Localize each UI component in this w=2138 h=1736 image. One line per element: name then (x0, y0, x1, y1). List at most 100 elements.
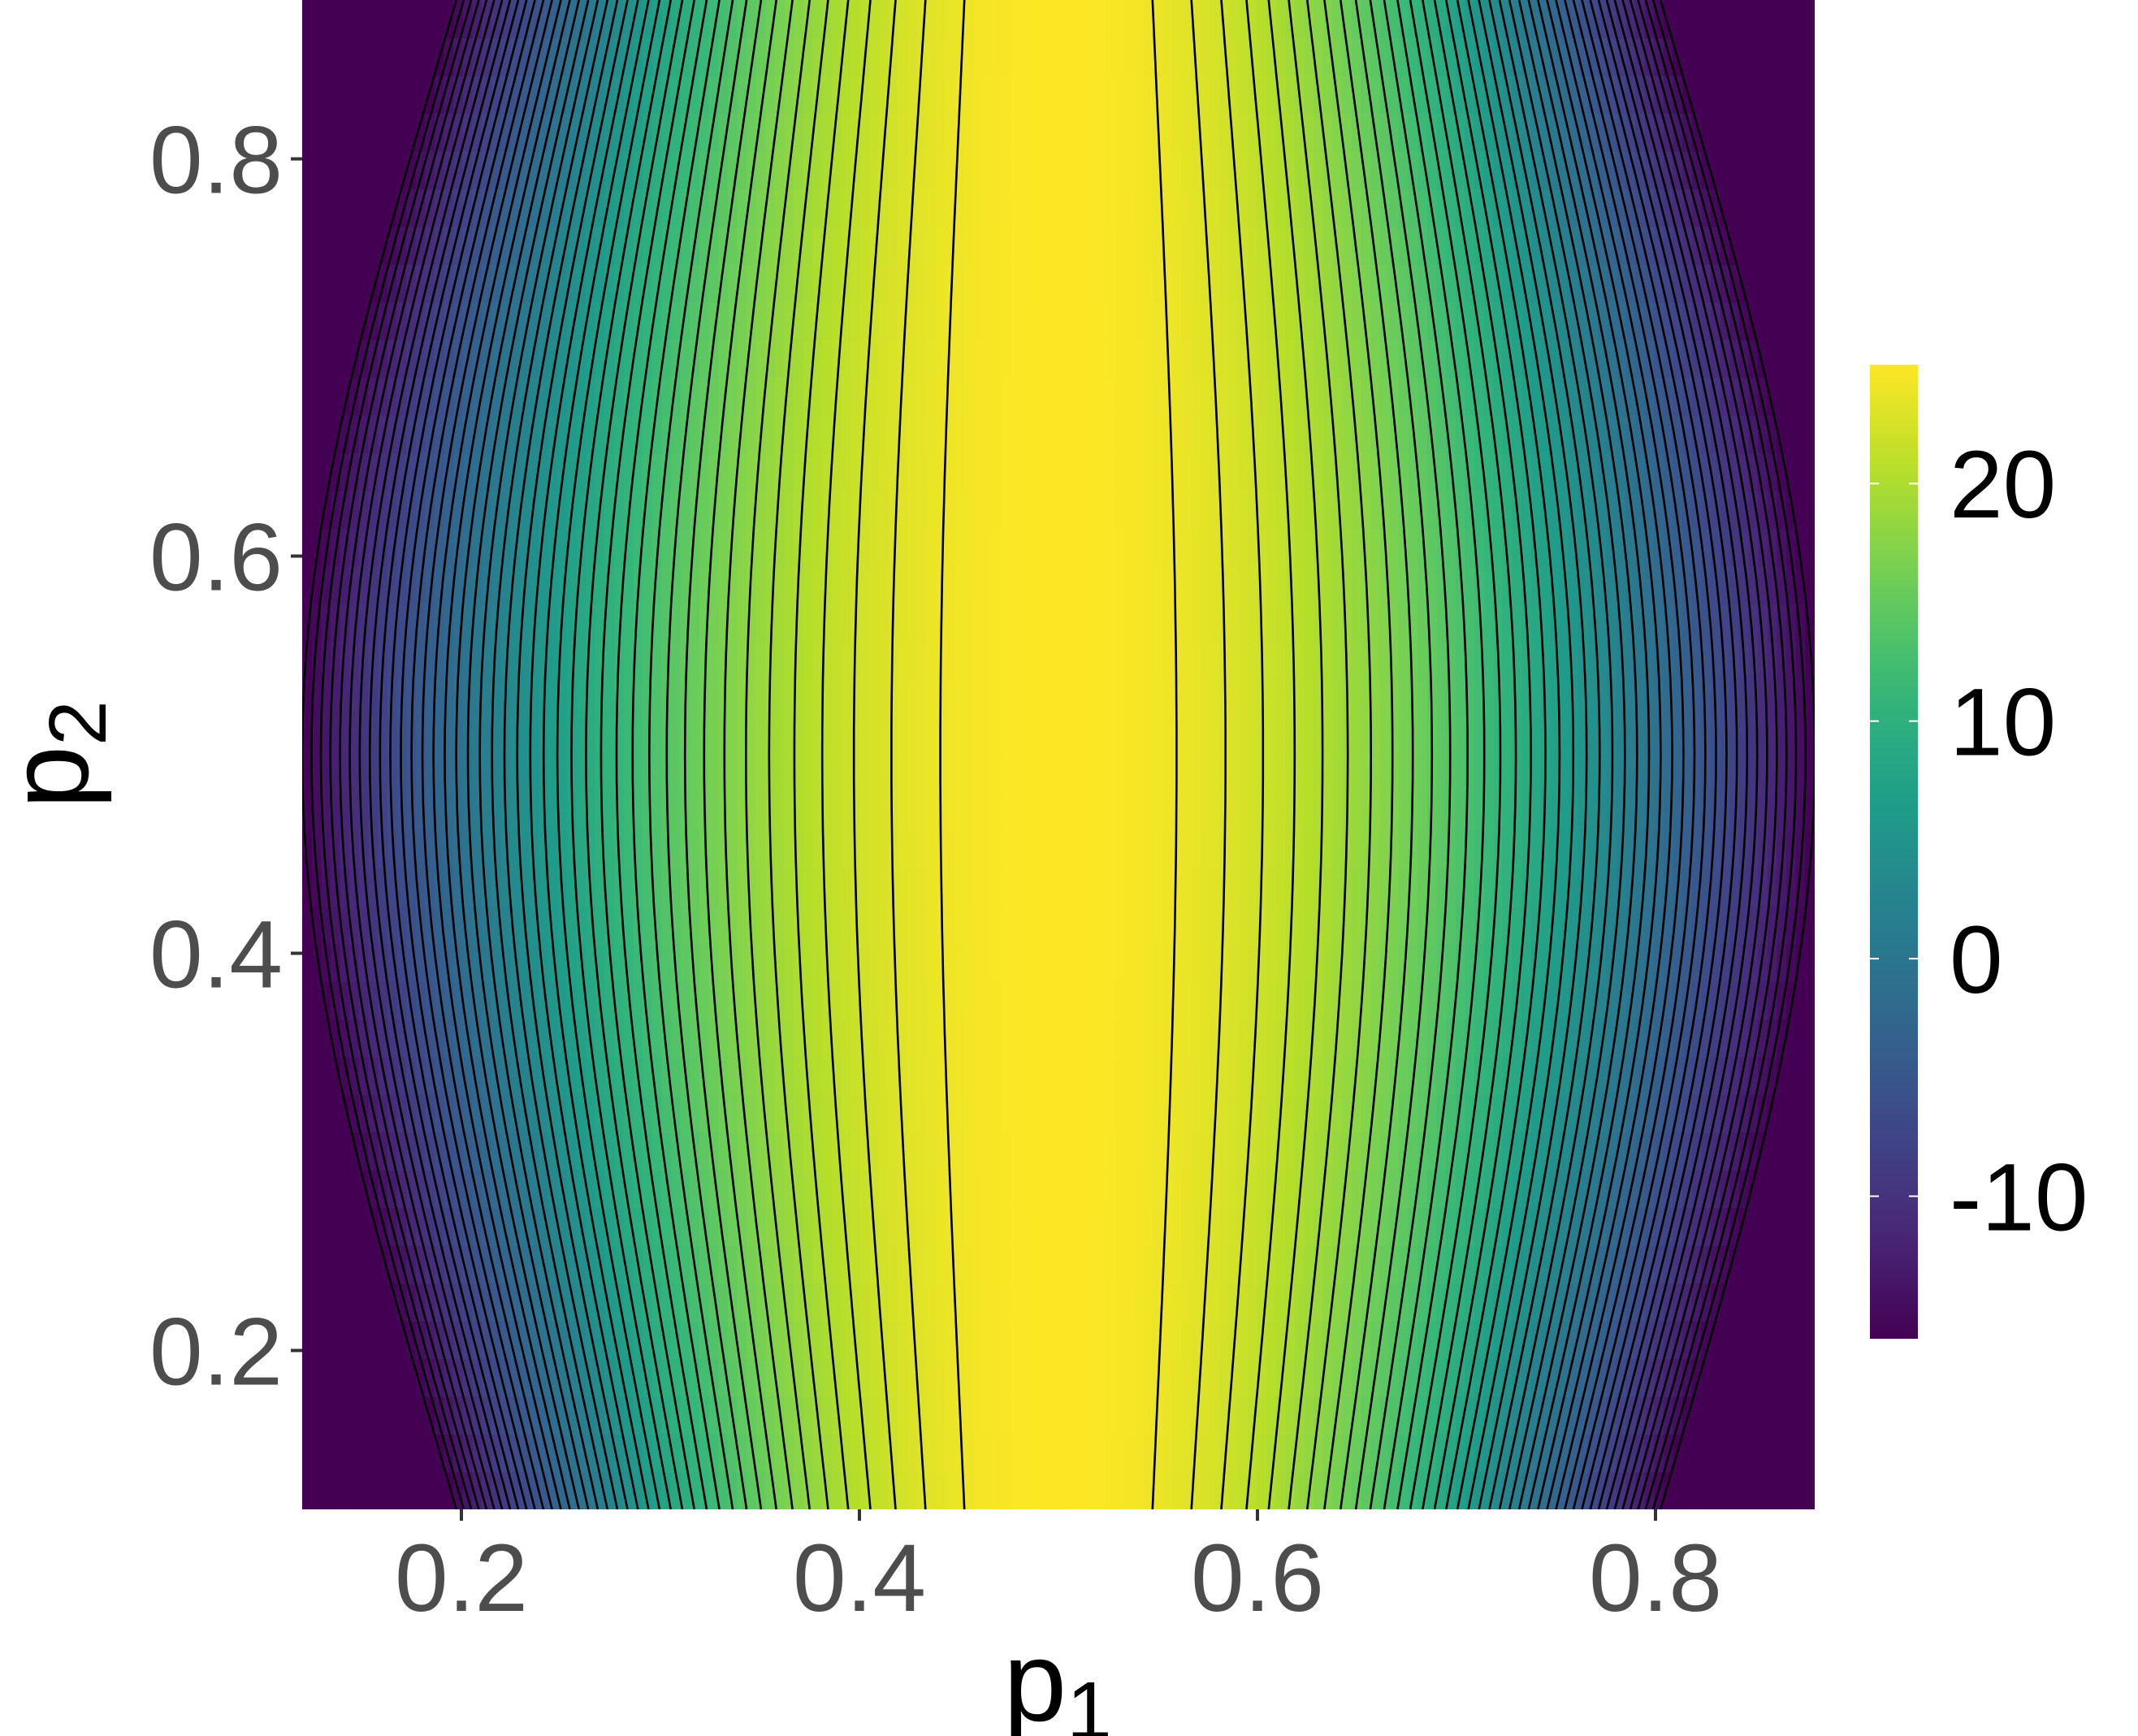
heatmap-cell (378, 113, 388, 152)
heatmap-cell (1238, 188, 1249, 227)
heatmap-cell (859, 264, 871, 303)
heatmap-cell (396, 1358, 407, 1397)
heatmap-cell (547, 981, 559, 1020)
heatmap-cell (368, 981, 379, 1020)
heatmap-cell (1181, 604, 1192, 643)
heatmap-cell (727, 641, 738, 680)
heatmap-cell (982, 1132, 993, 1171)
heatmap-cell (907, 755, 918, 794)
heatmap-cell (623, 792, 634, 831)
heatmap-cell (1077, 905, 1088, 945)
heatmap-cell (794, 792, 804, 831)
heatmap-cell (690, 37, 700, 76)
heatmap-cell (1077, 490, 1088, 530)
heatmap-cell (1455, 340, 1466, 379)
heatmap-cell (1039, 1207, 1050, 1246)
heatmap-cell (774, 641, 786, 680)
heatmap-cell (1049, 1358, 1059, 1397)
heatmap-cell (1067, 452, 1079, 491)
heatmap-cell (850, 490, 861, 530)
heatmap-cell (718, 981, 729, 1020)
heatmap-cell (340, 0, 350, 39)
heatmap-cell (1153, 1056, 1163, 1095)
heatmap-cell (642, 1169, 653, 1209)
heatmap-cell (926, 679, 937, 718)
heatmap-cell (651, 1132, 663, 1171)
heatmap-cell (1124, 1245, 1135, 1284)
heatmap-cell (945, 1056, 955, 1095)
heatmap-cell (1020, 1471, 1031, 1509)
heatmap-cell (755, 75, 767, 115)
heatmap-cell (434, 716, 445, 755)
heatmap-cell (595, 868, 606, 907)
heatmap-cell (340, 1396, 350, 1435)
heatmap-cell (1020, 264, 1031, 303)
heatmap-cell (859, 604, 871, 643)
heatmap-cell (1077, 1169, 1088, 1209)
heatmap-cell (926, 37, 937, 76)
heatmap-cell (1058, 340, 1069, 379)
heatmap-cell (916, 943, 927, 982)
heatmap-cell (1153, 868, 1163, 907)
heatmap-cell (1238, 1358, 1249, 1397)
heatmap-cell (746, 226, 757, 265)
heatmap-cell (444, 490, 454, 530)
heatmap-cell (321, 1434, 331, 1473)
heatmap-cell (396, 1320, 407, 1359)
heatmap-cell (1124, 716, 1135, 755)
heatmap-cell (651, 150, 663, 190)
heatmap-cell (1361, 1358, 1371, 1397)
heatmap-cell (1210, 113, 1220, 152)
heatmap-cell (1114, 0, 1126, 39)
heatmap-cell (973, 1283, 984, 1322)
heatmap-cell (963, 755, 975, 794)
heatmap-cell (718, 716, 729, 755)
heatmap-cell (557, 792, 568, 831)
heatmap-cell (1200, 792, 1210, 831)
heatmap-cell (340, 113, 350, 152)
heatmap-cell (434, 679, 445, 718)
heatmap-cell (878, 340, 889, 379)
heatmap-cell (850, 755, 861, 794)
heatmap-cell (822, 301, 833, 340)
heatmap-cell (538, 1283, 549, 1322)
heatmap-cell (1266, 604, 1277, 643)
heatmap-cell (557, 0, 568, 39)
heatmap-cell (992, 641, 1002, 680)
heatmap-cell (1361, 452, 1371, 491)
heatmap-cell (444, 452, 454, 491)
heatmap-cell (1020, 340, 1031, 379)
heatmap-cell (1039, 188, 1050, 227)
heatmap-cell (557, 414, 568, 454)
heatmap-cell (916, 340, 927, 379)
heatmap-cell (1389, 340, 1400, 379)
heatmap-cell (1153, 943, 1163, 982)
heatmap-cell (311, 414, 322, 454)
heatmap-cell (1181, 37, 1192, 76)
heatmap-cell (1086, 1245, 1097, 1284)
heatmap-cell (1257, 414, 1267, 454)
heatmap-cell (907, 905, 918, 945)
heatmap-cell (1124, 490, 1135, 530)
heatmap-cell (841, 1396, 851, 1435)
heatmap-cell (1011, 641, 1022, 680)
heatmap-cell (794, 188, 804, 227)
heatmap-cell (850, 226, 861, 265)
heatmap-cell (462, 981, 474, 1020)
heatmap-cell (859, 981, 871, 1020)
heatmap-cell (368, 226, 379, 265)
heatmap-cell (330, 75, 341, 115)
heatmap-cell (311, 1434, 322, 1473)
heatmap-cell (1030, 150, 1041, 190)
heatmap-cell (746, 1471, 757, 1509)
heatmap-cell (1228, 641, 1239, 680)
heatmap-cell (737, 829, 747, 869)
heatmap-cell (954, 943, 965, 982)
heatmap-cell (973, 1132, 984, 1171)
heatmap-cell (812, 716, 823, 755)
heatmap-cell (462, 604, 474, 643)
heatmap-cell (859, 1320, 871, 1359)
heatmap-cell (321, 1094, 331, 1133)
heatmap-cell (415, 1169, 426, 1209)
heatmap-cell (1020, 1396, 1031, 1435)
